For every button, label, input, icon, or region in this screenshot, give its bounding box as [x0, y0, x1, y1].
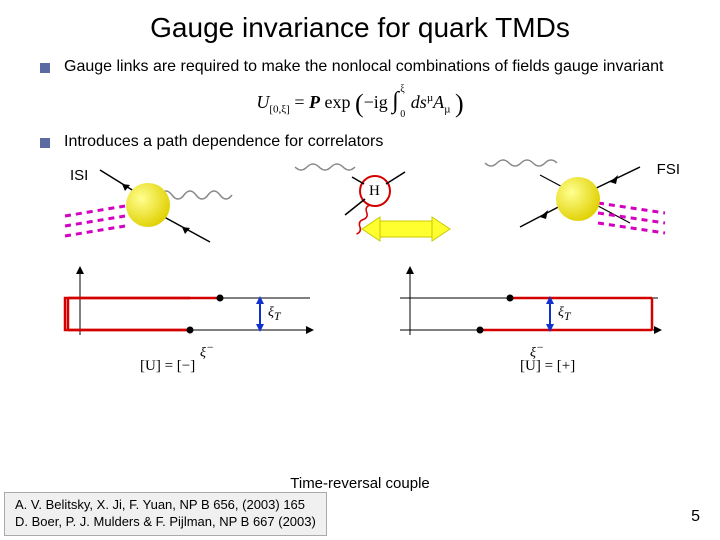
- bullet-2: Introduces a path dependence for correla…: [0, 127, 720, 155]
- bullet-icon: [40, 138, 50, 148]
- xiT-right: ξT: [558, 305, 570, 323]
- bullet-1-text: Gauge links are required to make the non…: [64, 58, 663, 76]
- U-plus-label: [U] = [+]: [520, 358, 575, 375]
- bullet-1: Gauge links are required to make the non…: [0, 52, 720, 80]
- ref-2: D. Boer, P. J. Mulders & F. Pijlman, NP …: [15, 514, 316, 531]
- xi-minus-left: ξ−: [200, 341, 214, 362]
- xiT-left: ξT: [268, 305, 280, 323]
- ref-1: A. V. Belitsky, X. Ji, F. Yuan, NP B 656…: [15, 497, 316, 514]
- left-path-diagram: [60, 260, 320, 365]
- references-box: A. V. Belitsky, X. Ji, F. Yuan, NP B 656…: [4, 492, 327, 536]
- diagrams-area: ISI FSI: [0, 155, 720, 375]
- isi-diagram: [60, 160, 260, 250]
- bullet-2-text: Introduces a path dependence for correla…: [64, 133, 383, 151]
- page-title: Gauge invariance for quark TMDs: [0, 0, 720, 52]
- center-diagram: [290, 157, 460, 257]
- time-reversal-label: Time-reversal couple: [0, 475, 720, 492]
- gauge-link-formula: U[0,ξ] = P exp (−ig ∫ ξ 0 dsµAµ ): [0, 80, 720, 127]
- fsi-diagram: [480, 155, 680, 245]
- bullet-icon: [40, 63, 50, 73]
- U-minus-label: [U] = [−]: [140, 358, 195, 375]
- h-label: H: [369, 183, 380, 200]
- page-number: 5: [691, 508, 700, 526]
